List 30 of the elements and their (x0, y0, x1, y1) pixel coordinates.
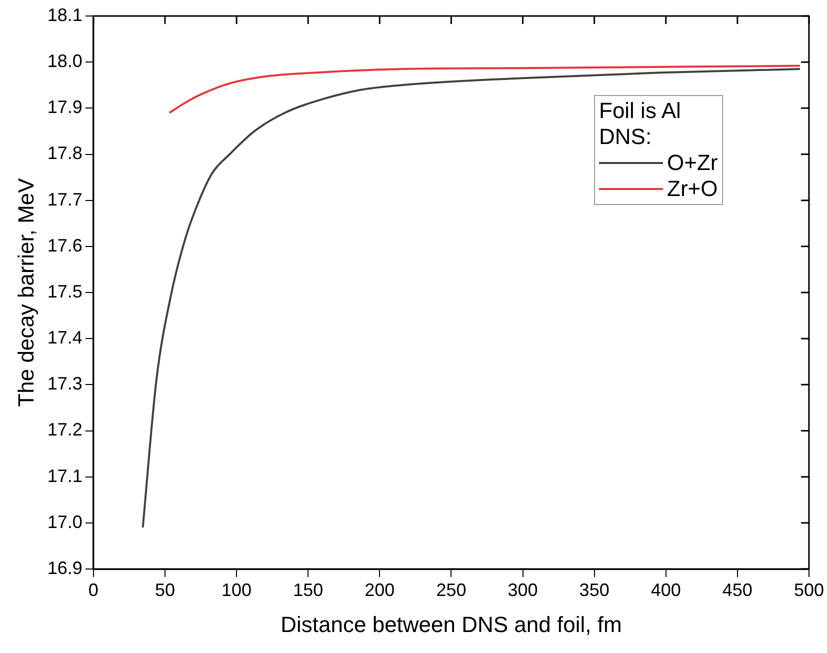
x-tick-label: 300 (508, 580, 538, 600)
y-tick-label: 17.7 (47, 189, 82, 210)
y-tick-label: 16.9 (47, 558, 82, 578)
y-tick-label: 17.8 (47, 143, 82, 164)
y-tick-label: 17.0 (47, 512, 82, 532)
x-tick-label: 50 (154, 580, 176, 600)
y-tick-label: 17.4 (47, 328, 82, 348)
y-tick-label: 18.1 (47, 4, 82, 25)
legend-label: Zr+O (667, 176, 718, 202)
x-tick-label: 450 (722, 580, 752, 600)
y-tick-label: 18.0 (47, 51, 82, 72)
x-tick-label: 200 (364, 580, 395, 600)
x-tick-label: 100 (222, 580, 252, 600)
legend-label: O+Zr (667, 150, 718, 176)
y-tick-label: 17.1 (47, 466, 82, 486)
y-tick-label: 17.6 (47, 235, 82, 256)
x-tick-label: 350 (579, 580, 610, 600)
x-tick-label: 0 (88, 580, 98, 600)
x-axis-title: Distance between DNS and foil, fm (280, 612, 622, 637)
x-tick-label: 500 (794, 580, 824, 600)
y-tick-label: 17.3 (47, 374, 82, 394)
legend-title: Foil is Al DNS: (599, 98, 682, 150)
y-tick-label: 17.5 (47, 281, 82, 302)
line-series (142, 68, 801, 529)
y-tick-label: 17.2 (47, 420, 82, 440)
x-tick-label: 400 (650, 580, 681, 600)
y-axis-title: The decay barrier, MeV (13, 178, 38, 407)
x-tick-label: 250 (436, 580, 466, 600)
x-tick-label: 150 (293, 580, 324, 600)
y-tick-label: 17.9 (47, 97, 82, 118)
